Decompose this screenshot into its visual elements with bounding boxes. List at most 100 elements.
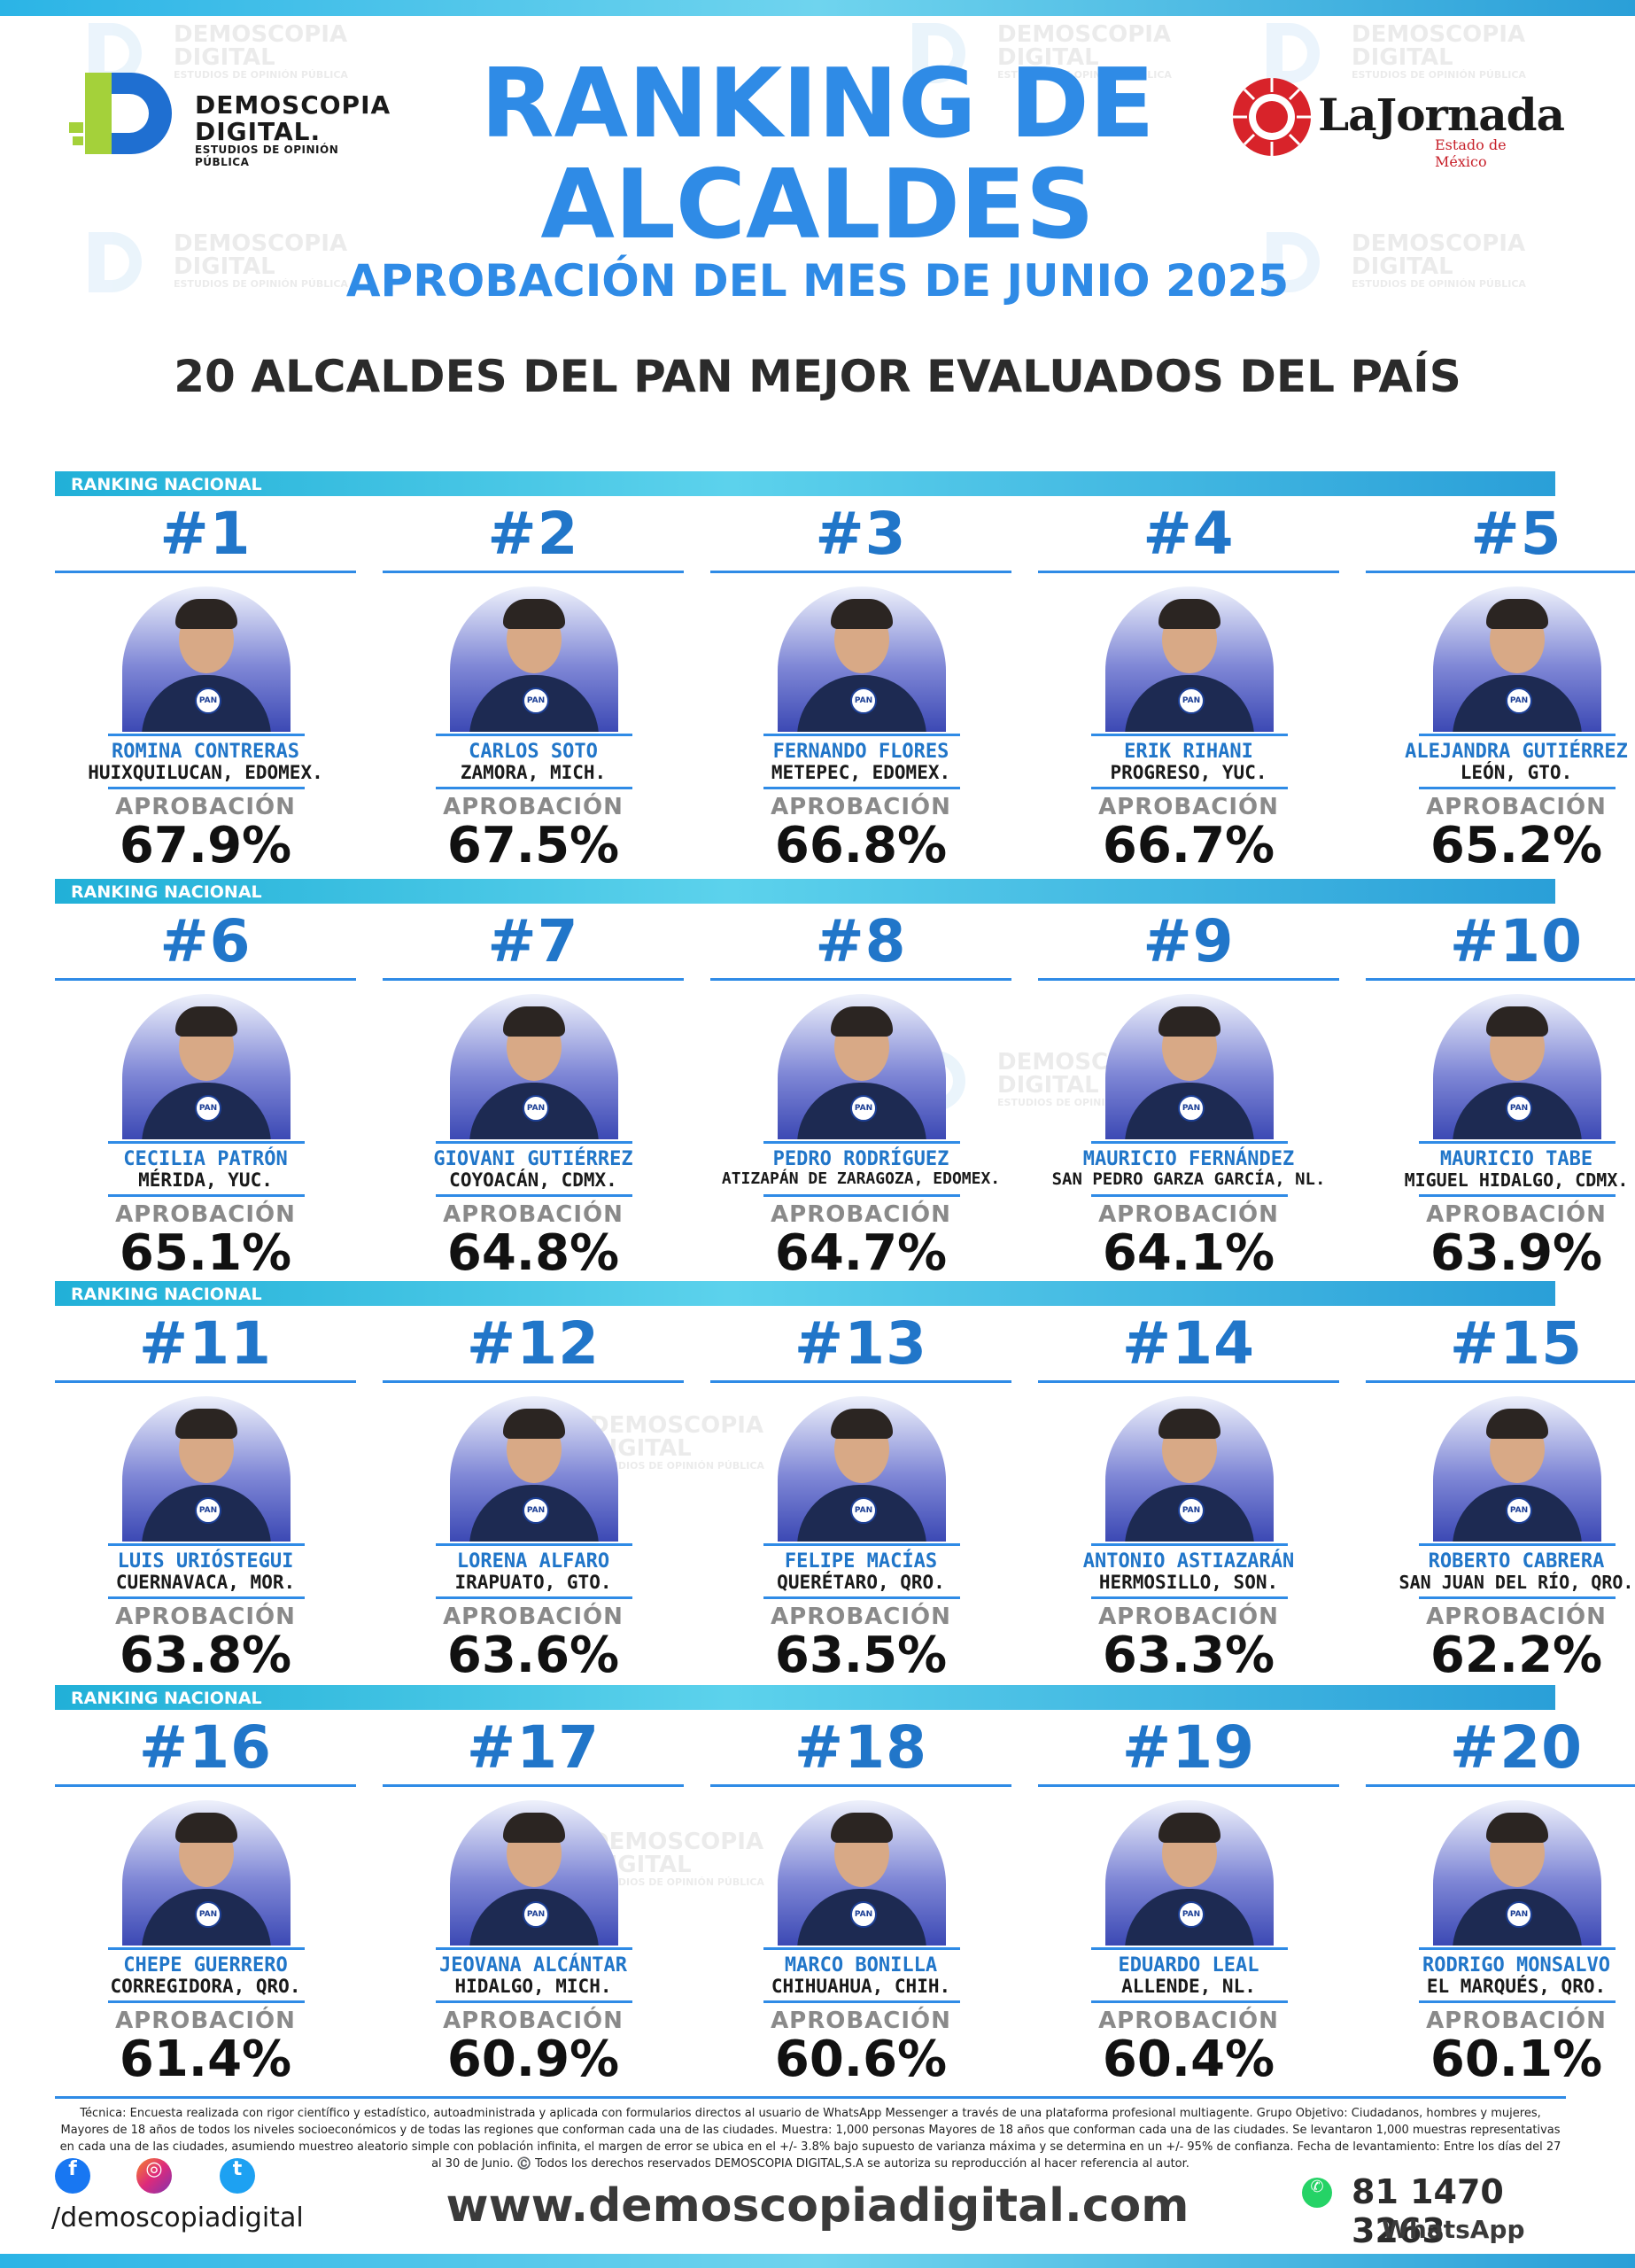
mayor-place: SAN JUAN DEL RÍO, QRO.	[1399, 1572, 1634, 1593]
approval-value: 67.9%	[119, 817, 292, 874]
divider	[763, 1543, 960, 1546]
technical-note: Técnica: Encuesta realizada con rigor ci…	[59, 2107, 1561, 2171]
mayor-card: #11 PAN LUIS URIÓSTEGUI CUERNAVACA, MOR.…	[55, 1309, 356, 1684]
mayor-name: CECILIA PATRÓN	[123, 1148, 288, 1170]
ranking-band: RANKING NACIONAL	[55, 879, 1555, 904]
mayor-photo: PAN	[122, 586, 291, 732]
whatsapp-contact[interactable]: ✆ 81 1470 3263 WhatsApp	[1298, 2172, 1591, 2252]
mayor-card: #9 PAN MAURICIO FERNÁNDEZ SAN PEDRO GARZ…	[1038, 907, 1339, 1282]
mayor-place: HERMOSILLO, SON.	[1098, 1572, 1279, 1593]
mayor-photo: PAN	[1105, 1396, 1274, 1542]
mayor-photo: PAN	[1433, 994, 1601, 1139]
mayor-photo: PAN	[122, 1800, 291, 1946]
approval-label: APROBACIÓN	[1098, 1604, 1279, 1630]
approval-label: APROBACIÓN	[443, 1604, 624, 1630]
mayor-place: ZAMORA, MICH.	[460, 762, 607, 783]
mayor-place: CORREGIDORA, QRO.	[110, 1976, 301, 1997]
divider	[108, 1141, 305, 1144]
whatsapp-label: WhatsApp	[1382, 2215, 1525, 2244]
approval-value: 60.1%	[1430, 2031, 1603, 2088]
mayor-name: FELIPE MACÍAS	[784, 1550, 938, 1573]
divider	[1038, 571, 1339, 573]
instagram-icon[interactable]: ◎	[136, 2158, 172, 2194]
rank-number: #15	[1449, 1309, 1584, 1378]
divider	[763, 1947, 960, 1950]
mayor-name: EDUARDO LEAL	[1118, 1954, 1259, 1977]
mayor-name: LUIS URIÓSTEGUI	[117, 1550, 294, 1573]
band-label: RANKING NACIONAL	[71, 882, 262, 902]
mayor-card: #4 PAN ERIK RIHANI PROGRESO, YUC. APROBA…	[1038, 500, 1339, 874]
title-line2: ALCALDES	[540, 150, 1095, 260]
approval-value: 63.9%	[1430, 1224, 1603, 1282]
mayor-place: HUIXQUILUCAN, EDOMEX.	[88, 762, 323, 783]
approval-value: 65.1%	[119, 1224, 292, 1282]
mayor-name: ERIK RIHANI	[1124, 741, 1253, 763]
approval-label: APROBACIÓN	[1098, 794, 1279, 820]
twitter-icon[interactable]: t	[220, 2158, 255, 2194]
ranking-section: RANKING NACIONAL #6 PAN CECILIA PATRÓN M…	[55, 879, 1635, 1282]
approval-label: APROBACIÓN	[771, 1604, 951, 1630]
mayor-name: ALEJANDRA GUTIÉRREZ	[1405, 741, 1628, 763]
mayor-name: MAURICIO FERNÁNDEZ	[1082, 1148, 1295, 1170]
website-link[interactable]: www.demoscopiadigital.com	[446, 2179, 1189, 2233]
divider	[1419, 1141, 1616, 1144]
mayor-card: #2 PAN CARLOS SOTO ZAMORA, MICH. APROBAC…	[383, 500, 684, 874]
divider	[108, 1596, 305, 1599]
pan-logo-icon: PAN	[1506, 1901, 1532, 1928]
facebook-icon[interactable]: f	[55, 2158, 90, 2194]
approval-label: APROBACIÓN	[1426, 2008, 1607, 2034]
divider	[1038, 978, 1339, 981]
pan-logo-icon: PAN	[195, 687, 221, 714]
divider	[1419, 1947, 1616, 1950]
rank-number: #16	[138, 1713, 273, 1782]
rank-number: #4	[1143, 500, 1235, 568]
pan-logo-icon: PAN	[1506, 687, 1532, 714]
band-label: RANKING NACIONAL	[71, 475, 262, 494]
la-jornada-name: LaJornada	[1318, 89, 1565, 141]
rank-number: #19	[1121, 1713, 1256, 1782]
approval-value: 63.3%	[1102, 1627, 1275, 1684]
divider	[436, 1947, 632, 1950]
approval-label: APROBACIÓN	[1098, 1201, 1279, 1228]
pan-logo-icon: PAN	[195, 1095, 221, 1122]
mayor-photo: PAN	[450, 994, 618, 1139]
social-handle[interactable]: /demoscopiadigital	[51, 2202, 304, 2233]
mayor-photo: PAN	[778, 1800, 946, 1946]
approval-value: 63.6%	[446, 1627, 620, 1684]
rank-number: #3	[815, 500, 907, 568]
divider	[763, 787, 960, 789]
divider	[763, 1596, 960, 1599]
demoscopia-logo-icon	[69, 73, 172, 154]
approval-label: APROBACIÓN	[1426, 1201, 1607, 1228]
approval-label: APROBACIÓN	[443, 2008, 624, 2034]
ranking-section: RANKING NACIONAL #1 PAN ROMINA CONTRERAS…	[55, 471, 1635, 874]
demoscopia-digital-logo: DEMOSCOPIA DIGITAL. ESTUDIOS DE OPINIÓN …	[69, 69, 390, 168]
approval-value: 61.4%	[119, 2031, 292, 2088]
divider	[763, 2000, 960, 2003]
mayor-photo: PAN	[1105, 1800, 1274, 1946]
mayor-photo: PAN	[778, 1396, 946, 1542]
mayor-place: MÉRIDA, YUC.	[138, 1169, 273, 1191]
divider	[55, 978, 356, 981]
pan-logo-icon: PAN	[195, 1901, 221, 1928]
mayor-card: #19 PAN EDUARDO LEAL ALLENDE, NL. APROBA…	[1038, 1713, 1339, 2088]
mayor-place: QUERÉTARO, QRO.	[777, 1572, 945, 1593]
divider	[108, 787, 305, 789]
mayor-photo: PAN	[450, 586, 618, 732]
mayor-card: #7 PAN GIOVANI GUTIÉRREZ COYOACÁN, CDMX.…	[383, 907, 684, 1282]
approval-value: 60.4%	[1102, 2031, 1275, 2088]
approval-label: APROBACIÓN	[771, 2008, 951, 2034]
ranking-band: RANKING NACIONAL	[55, 1281, 1555, 1306]
divider	[1419, 1596, 1616, 1599]
divider	[436, 2000, 632, 2003]
pan-logo-icon: PAN	[195, 1497, 221, 1524]
divider	[1419, 787, 1616, 789]
divider	[710, 1380, 1011, 1383]
divider	[108, 1194, 305, 1197]
pan-logo-icon: PAN	[850, 1497, 877, 1524]
divider	[1419, 734, 1616, 736]
section-heading: 20 ALCALDES DEL PAN MEJOR EVALUADOS DEL …	[174, 351, 1461, 402]
rank-number: #12	[466, 1309, 601, 1378]
mayor-photo: PAN	[1433, 1800, 1601, 1946]
divider	[1366, 1380, 1635, 1383]
